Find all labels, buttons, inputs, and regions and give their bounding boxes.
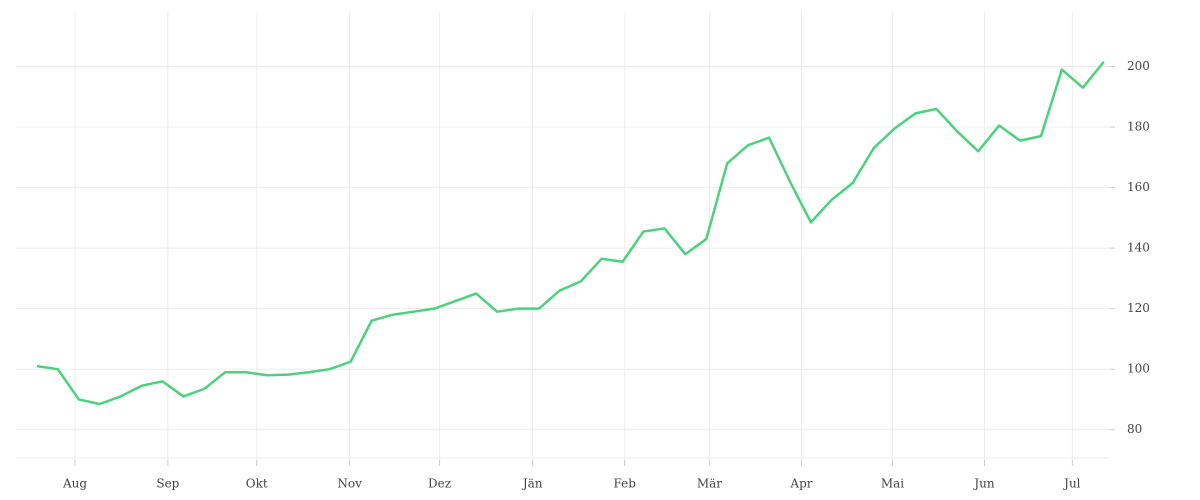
x-tick-label: Jun	[972, 477, 995, 491]
y-tick-label: 80	[1127, 422, 1142, 436]
y-tick-label: 140	[1127, 241, 1150, 255]
y-tick-label: 180	[1127, 120, 1150, 134]
x-tick-label: Mär	[697, 477, 722, 491]
x-tick-label: Mai	[881, 477, 904, 491]
x-tick-label: Nov	[337, 477, 362, 491]
x-tick-label: Feb	[613, 477, 636, 491]
x-tick-label: Jul	[1062, 477, 1081, 491]
data-line	[36, 61, 1105, 406]
y-tick-label: 100	[1127, 362, 1150, 376]
x-tick-label: Aug	[62, 477, 87, 491]
x-tick-label: Jän	[521, 477, 543, 491]
x-tick-label: Okt	[246, 477, 268, 491]
y-tick-label: 120	[1127, 301, 1150, 315]
x-tick-label: Sep	[156, 477, 179, 491]
y-tick-label: 200	[1127, 59, 1150, 73]
x-tick-label: Apr	[789, 477, 812, 491]
y-tick-label: 160	[1127, 180, 1150, 194]
x-tick-label: Dez	[428, 477, 451, 491]
